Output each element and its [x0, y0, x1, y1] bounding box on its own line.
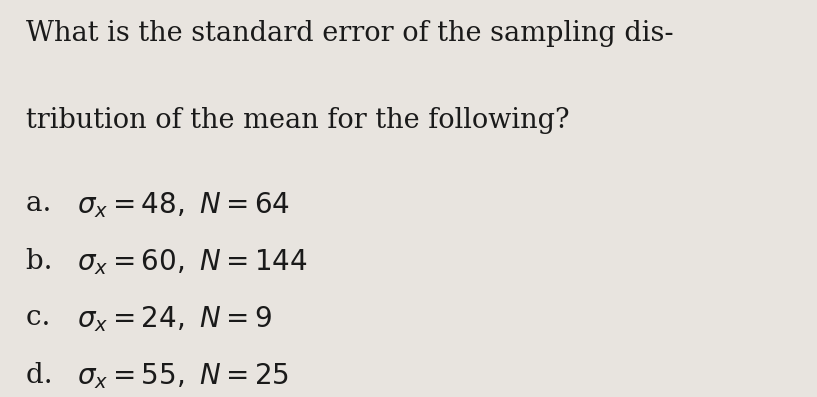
- Text: b.: b.: [26, 248, 61, 275]
- Text: c.: c.: [26, 304, 60, 331]
- Text: d.: d.: [26, 362, 61, 389]
- Text: What is the standard error of the sampling dis-: What is the standard error of the sampli…: [26, 19, 674, 46]
- Text: $\sigma_x = 24,\ N = 9$: $\sigma_x = 24,\ N = 9$: [77, 304, 272, 333]
- Text: $\sigma_x = 55,\ N = 25$: $\sigma_x = 55,\ N = 25$: [77, 362, 289, 391]
- Text: $\sigma_x = 60,\ N = 144$: $\sigma_x = 60,\ N = 144$: [77, 248, 307, 278]
- Text: a.: a.: [26, 190, 60, 217]
- Text: $\sigma_x = 48,\ N = 64$: $\sigma_x = 48,\ N = 64$: [77, 190, 290, 220]
- Text: tribution of the mean for the following?: tribution of the mean for the following?: [26, 108, 569, 135]
